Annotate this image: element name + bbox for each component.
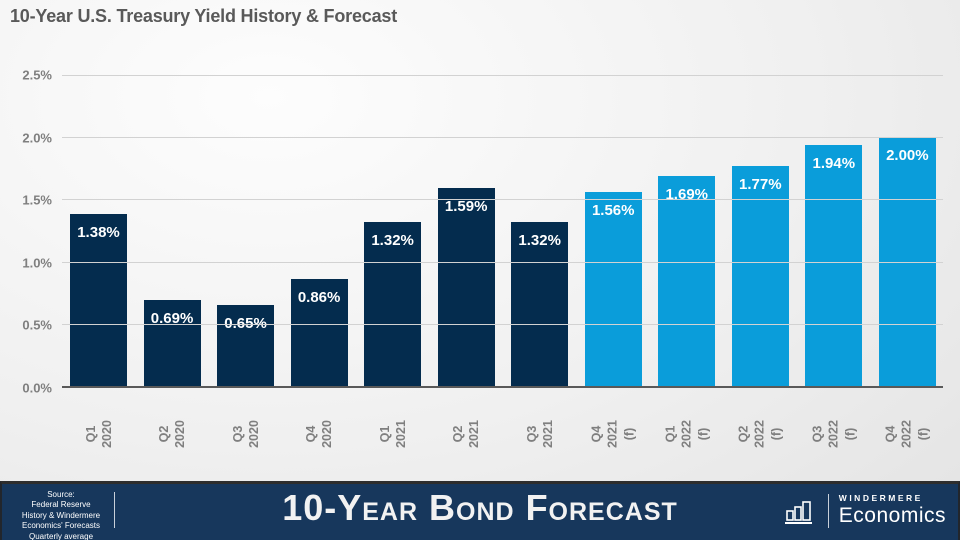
source-line: History & Windermere [21, 510, 101, 520]
source-line: Quarterly average [28, 531, 94, 540]
x-axis-label: Q2 2020 [144, 392, 201, 476]
y-axis-tick-label: 2.5% [22, 67, 52, 83]
x-axis-label: Q1 2021 [364, 392, 421, 476]
x-axis-label-text: Q3 2021 [524, 420, 555, 448]
bar-value-label: 1.59% [444, 198, 488, 216]
x-axis-label-text: Q4 2022 (f) [883, 420, 931, 448]
x-axis-label: Q4 2021 (f) [585, 392, 642, 476]
x-axis-label-text: Q1 2020 [83, 420, 114, 448]
source-note: Source: Federal Reserve History & Winder… [12, 490, 110, 540]
bar-chart-icon [784, 500, 812, 524]
x-axis-label-text: Q4 2020 [303, 420, 335, 448]
x-axis-label-text: Q2 2020 [156, 420, 188, 448]
chart-bar: 1.94% [805, 144, 863, 386]
x-axis-label-text: Q2 2022 (f) [736, 420, 784, 448]
gridline [62, 75, 943, 76]
brand-logo: WINDERMERE Economics [782, 493, 946, 528]
bar-value-label: 0.86% [297, 289, 341, 307]
x-axis-label: Q2 2022 (f) [732, 392, 789, 476]
x-axis-label-text: Q3 2020 [230, 420, 261, 448]
source-line: Economics' Forecasts [22, 521, 100, 531]
bar-value-label: 0.65% [224, 315, 267, 333]
bar-value-label: 1.32% [371, 231, 414, 249]
page-title: 10-Year U.S. Treasury Yield History & Fo… [10, 6, 397, 26]
bar-value-label: 1.77% [739, 175, 782, 193]
bar-value-label: 1.38% [77, 224, 120, 242]
bar-value-label: 1.56% [591, 201, 635, 219]
gridline [62, 323, 943, 325]
y-axis-tick-label: 2.0% [22, 130, 52, 146]
chart-bar: 1.38% [70, 214, 127, 386]
x-axis: Q1 2020 Q2 2020 Q3 2020 Q4 2020 Q1 2021 Q2 20… [62, 392, 943, 476]
x-axis-label: Q1 2022 (f) [658, 392, 715, 476]
brand-text: WINDERMERE Economics [839, 493, 946, 528]
banner-title: 10-Year Bond Forecast [282, 487, 678, 528]
bar-value-label: 0.69% [150, 310, 194, 328]
bar-value-label: 1.94% [812, 154, 856, 172]
divider [827, 493, 829, 528]
x-axis-label: Q4 2020 [291, 392, 348, 476]
source-line: Source: [47, 490, 75, 499]
x-axis-label-text: Q1 2021 [377, 420, 408, 448]
chart-bar: 0.86% [290, 279, 348, 386]
chart-bar: 1.32% [364, 221, 422, 386]
y-axis: 0.0% 0.5% 1.0% 1.5% 2.0% 2.5% [0, 68, 56, 396]
y-axis-tick-label: 0.5% [22, 317, 52, 333]
bar-value-label: 2.00% [886, 147, 929, 165]
chart-bar: 0.69% [143, 300, 201, 386]
gridline [62, 261, 943, 263]
gridline [62, 199, 943, 201]
brand-name-top: WINDERMERE [838, 493, 923, 503]
chart-bar: 0.65% [217, 305, 275, 386]
y-axis-tick-label: 1.5% [22, 192, 52, 208]
x-axis-label-text: Q1 2022 (f) [663, 420, 710, 448]
plot-area: 1.38% 0.69% 0.65% 0.86% 1.32% 1.59% 1.32% 1.56%… [62, 75, 943, 388]
chart-bar: 1.59% [437, 188, 495, 386]
x-axis-label: Q2 2021 [438, 392, 495, 476]
source-line: Federal Reserve [31, 500, 91, 510]
y-axis-tick-label: 1.0% [22, 255, 52, 271]
chart-bar: 1.32% [511, 221, 569, 386]
x-axis-label: Q3 2022 (f) [805, 392, 862, 476]
bar-value-label: 1.69% [665, 185, 709, 203]
x-axis-label: Q1 2020 [70, 392, 127, 476]
x-axis-label: Q4 2022 (f) [879, 392, 936, 476]
bars-container: 1.38% 0.69% 0.65% 0.86% 1.32% 1.59% 1.32% 1.56%… [62, 75, 943, 386]
chart-bar: 1.69% [658, 175, 716, 386]
x-axis-label-text: Q2 2021 [450, 420, 482, 448]
x-axis-label: Q3 2021 [511, 392, 568, 476]
bar-value-label: 1.32% [518, 231, 561, 249]
chart-bar: 1.56% [584, 191, 642, 386]
x-axis-label-text: Q3 2022 (f) [810, 420, 857, 448]
chart-bar: 2.00% [878, 137, 936, 386]
x-axis-label: Q3 2020 [217, 392, 274, 476]
x-axis-label-text: Q4 2021 (f) [589, 420, 637, 448]
divider [114, 492, 115, 528]
brand-name-bottom: Economics [838, 504, 946, 527]
chart-bar: 1.77% [731, 165, 789, 386]
footer-banner: Source: Federal Reserve History & Winder… [0, 481, 960, 540]
gridline [62, 137, 943, 139]
y-axis-tick-label: 0.0% [22, 380, 52, 396]
